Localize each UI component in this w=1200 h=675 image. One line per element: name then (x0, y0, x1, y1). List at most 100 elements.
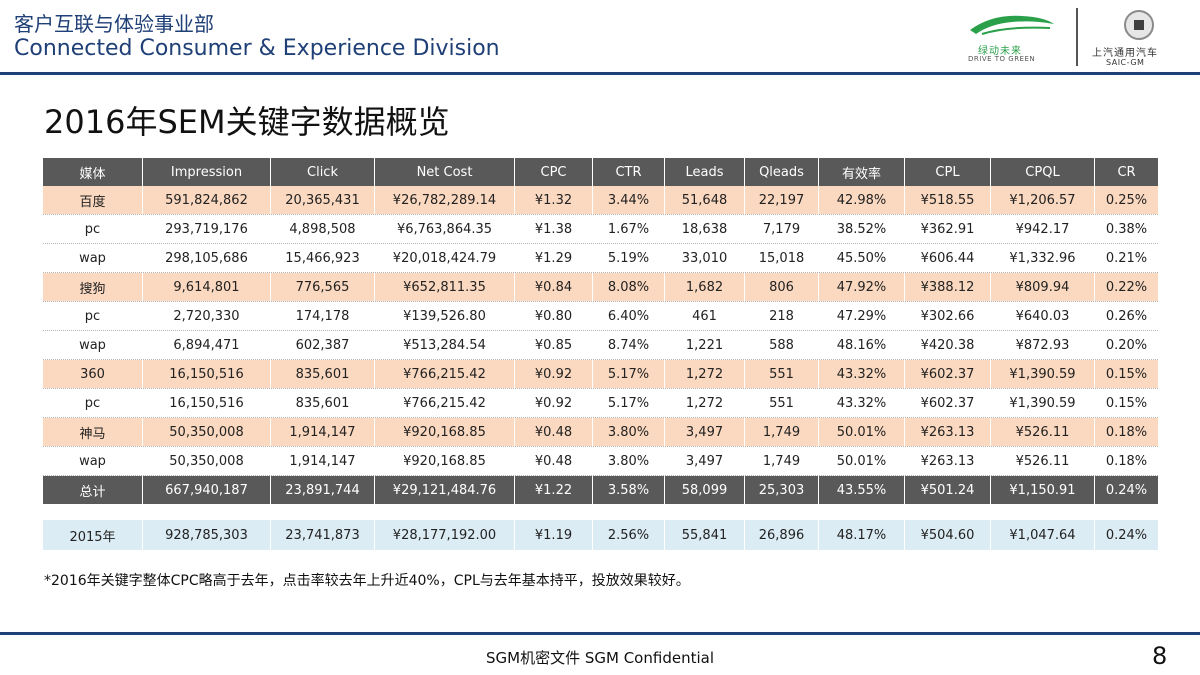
table-cell: ¥920,168.85 (374, 417, 515, 447)
table-cell: 3.44% (592, 186, 665, 215)
table-cell: ¥28,177,192.00 (374, 520, 515, 550)
col-header: CTR (592, 158, 665, 186)
table-cell: ¥1,332.96 (990, 243, 1095, 273)
table-cell: 3,497 (664, 446, 745, 476)
table-cell: ¥606.44 (904, 243, 991, 273)
table-cell (904, 504, 991, 520)
table-cell: ¥526.11 (990, 417, 1095, 447)
table-cell: 百度 (42, 186, 143, 215)
table-cell: ¥1,390.59 (990, 388, 1095, 418)
header-rule (0, 72, 1200, 75)
table-cell: 835,601 (270, 359, 375, 389)
table-cell: 776,565 (270, 272, 375, 302)
col-header: Qleads (744, 158, 819, 186)
table-cell: 174,178 (270, 301, 375, 331)
table-cell: 43.55% (818, 475, 905, 504)
table-cell: 9,614,801 (142, 272, 271, 302)
table-cell: ¥1.19 (514, 520, 593, 550)
table-cell: 16,150,516 (142, 388, 271, 418)
table-cell: 6,894,471 (142, 330, 271, 360)
table-cell: ¥1,206.57 (990, 186, 1095, 215)
table-cell: wap (42, 243, 143, 273)
table-cell: 0.18% (1094, 417, 1159, 447)
table-cell: 42.98% (818, 186, 905, 215)
table-cell: 602,387 (270, 330, 375, 360)
table-row: wap 298,105,686 15,466,923 ¥20,018,424.79 ¥1… (42, 243, 1159, 273)
table-body: 百度 591,824,862 20,365,431 ¥26,782,289.14 ¥1.… (42, 186, 1159, 550)
col-header: CPL (904, 158, 991, 186)
table-cell: ¥872.93 (990, 330, 1095, 360)
table-cell: 50,350,008 (142, 446, 271, 476)
table-cell: ¥0.48 (514, 446, 593, 476)
table-cell: 5.17% (592, 388, 665, 418)
table-cell (142, 504, 271, 520)
footer-rule (0, 632, 1200, 635)
table-cell: 搜狗 (42, 272, 143, 302)
table-cell: 50.01% (818, 446, 905, 476)
page-title: 2016年SEM关键字数据概览 (44, 103, 450, 141)
table-cell: ¥1,390.59 (990, 359, 1095, 389)
table-cell: 神马 (42, 417, 143, 447)
table-cell: ¥0.92 (514, 359, 593, 389)
table-cell: ¥0.80 (514, 301, 593, 331)
logo-green-en: DRIVE TO GREEN (968, 55, 1036, 63)
table-cell (818, 504, 905, 520)
table-cell: 461 (664, 301, 745, 331)
col-header: Click (270, 158, 375, 186)
col-header: CPQL (990, 158, 1095, 186)
table-cell: ¥640.03 (990, 301, 1095, 331)
table-cell: ¥420.38 (904, 330, 991, 360)
table-cell: ¥766,215.42 (374, 388, 515, 418)
car-swoosh-icon (970, 15, 1054, 35)
table-cell: 5.19% (592, 243, 665, 273)
table-row: pc 293,719,176 4,898,508 ¥6,763,864.35 ¥1.38… (42, 214, 1159, 244)
table-cell: ¥263.13 (904, 446, 991, 476)
table-row: 神马 50,350,008 1,914,147 ¥920,168.85 ¥0.48 3.8… (42, 417, 1159, 447)
table-cell: 1,682 (664, 272, 745, 302)
table-cell: 0.20% (1094, 330, 1159, 360)
table-cell (514, 504, 593, 520)
table-cell: 47.29% (818, 301, 905, 331)
sem-data-table: 媒体 Impression Click Net Cost CPC CTR Lea… (42, 158, 1159, 550)
table-cell: ¥1.32 (514, 186, 593, 215)
table-cell: ¥501.24 (904, 475, 991, 504)
table-cell: ¥504.60 (904, 520, 991, 550)
table-cell: wap (42, 446, 143, 476)
table-row: 搜狗 9,614,801 776,565 ¥652,811.35 ¥0.84 8.08% 1… (42, 272, 1159, 302)
table-cell: 16,150,516 (142, 359, 271, 389)
table-row: pc 2,720,330 174,178 ¥139,526.80 ¥0.80 6.40% 4… (42, 301, 1159, 331)
table-cell: 3.58% (592, 475, 665, 504)
table-cell (1094, 504, 1159, 520)
table-cell: 218 (744, 301, 819, 331)
table-cell: 15,018 (744, 243, 819, 273)
table-cell: 25,303 (744, 475, 819, 504)
table-cell: 591,824,862 (142, 186, 271, 215)
table-row: 总计 667,940,187 23,891,744 ¥29,121,484.76 ¥1.… (42, 475, 1159, 504)
table-cell: 1,272 (664, 388, 745, 418)
table-cell: ¥602.37 (904, 359, 991, 389)
table-cell: 45.50% (818, 243, 905, 273)
table-row: wap 6,894,471 602,387 ¥513,284.54 ¥0.85 8.74%… (42, 330, 1159, 360)
table-cell: ¥29,121,484.76 (374, 475, 515, 504)
col-header: 媒体 (42, 158, 143, 186)
table-cell: wap (42, 330, 143, 360)
table-cell: 551 (744, 388, 819, 418)
table-cell: ¥139,526.80 (374, 301, 515, 331)
table-cell: 0.26% (1094, 301, 1159, 331)
table-cell: 1,749 (744, 446, 819, 476)
col-header: CR (1094, 158, 1159, 186)
table-cell: 43.32% (818, 388, 905, 418)
table-cell: ¥602.37 (904, 388, 991, 418)
saic-gm-logo: 上汽通用汽车 SAIC-GM (1088, 8, 1198, 68)
table-cell: 15,466,923 (270, 243, 375, 273)
table-cell: ¥1.29 (514, 243, 593, 273)
col-header: 有效率 (818, 158, 905, 186)
table-cell: 7,179 (744, 214, 819, 244)
table-cell: 50.01% (818, 417, 905, 447)
table-cell: ¥0.92 (514, 388, 593, 418)
table-cell: 1.67% (592, 214, 665, 244)
table-cell: 8.08% (592, 272, 665, 302)
table-cell: ¥766,215.42 (374, 359, 515, 389)
table-cell: ¥388.12 (904, 272, 991, 302)
table-cell: ¥26,782,289.14 (374, 186, 515, 215)
